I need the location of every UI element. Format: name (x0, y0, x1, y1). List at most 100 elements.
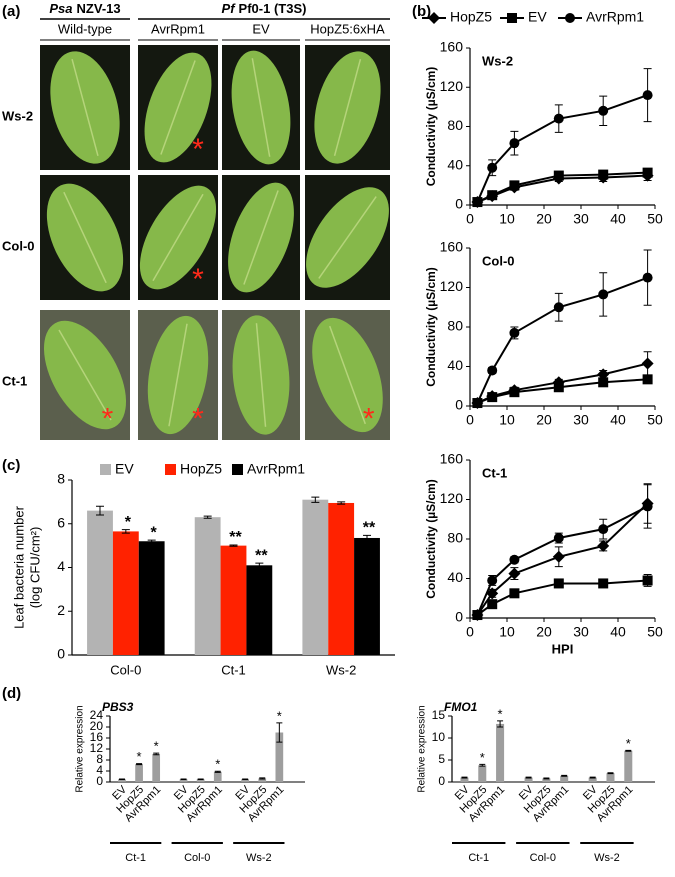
leaf-vein (318, 196, 377, 279)
bar (275, 732, 284, 782)
panel-label: (c) (2, 457, 20, 474)
y-tick-label: 0 (96, 774, 103, 788)
bar (246, 565, 273, 655)
marker (472, 398, 483, 409)
group-header-italic: Psa (49, 1, 72, 16)
marker (509, 588, 520, 599)
x-tick-label: 0 (466, 624, 474, 640)
marker (487, 365, 498, 376)
error-bar (561, 774, 568, 777)
marker (487, 162, 498, 173)
bar (302, 499, 329, 655)
bar (241, 779, 249, 782)
marker (642, 167, 653, 178)
marker (487, 190, 498, 201)
legend-label: EV (115, 461, 134, 477)
marker (509, 180, 520, 191)
y-tick-label: 160 (440, 239, 464, 255)
marker (552, 550, 565, 563)
legend-label: AvrRpm1 (247, 461, 305, 477)
asterisk: * (192, 263, 204, 296)
y-tick-label: 80 (447, 530, 463, 546)
error-bar (197, 778, 204, 781)
y-tick-label: 5 (438, 752, 445, 766)
x-tick-label: 0 (466, 412, 474, 428)
marker (598, 578, 609, 589)
significance: ** (229, 529, 242, 546)
error-bar (242, 778, 249, 781)
chart-title: FMO1 (444, 700, 478, 714)
marker (642, 272, 653, 283)
bar (328, 502, 355, 655)
leaf-vein (152, 193, 204, 282)
bar (179, 779, 188, 782)
y-axis-label: Relative expression (75, 705, 86, 792)
y-tick-label: 80 (447, 318, 463, 334)
y-tick-label: 160 (440, 39, 464, 55)
x-tick-label: 10 (499, 624, 515, 640)
significance: * (137, 749, 142, 764)
bar (460, 777, 469, 782)
y-tick-label: 40 (447, 156, 463, 172)
legend-marker (565, 13, 575, 23)
bar (118, 779, 126, 782)
marker (553, 533, 564, 544)
bar (87, 510, 113, 655)
error-bar (589, 776, 596, 779)
series-line (476, 276, 648, 404)
x-tick-label: 30 (573, 624, 589, 640)
x-tick-label: 50 (647, 624, 663, 640)
y-tick-label: 0 (455, 397, 463, 413)
y-axis-label: Conductivity (µS/cm) (424, 67, 438, 187)
leaf-vein (251, 58, 271, 157)
marker (553, 113, 564, 124)
error-bar (543, 777, 550, 780)
y-tick-label: 4 (57, 558, 65, 574)
column-header: Wild-type (58, 21, 112, 36)
marker (598, 169, 609, 180)
legend-swatch (165, 464, 176, 475)
chart-title: PBS3 (102, 700, 134, 714)
y-tick-label: 8 (57, 471, 65, 487)
bar (138, 541, 165, 655)
row-label: Ct-1 (2, 373, 27, 388)
y-tick-label: 24 (90, 708, 104, 722)
x-tick-label: 0 (466, 211, 474, 227)
panel-label: (b) (412, 3, 431, 20)
marker (509, 327, 520, 338)
leaf-vein (71, 59, 99, 156)
panel-label: (a) (2, 3, 20, 20)
error-bar (180, 778, 187, 781)
bar (112, 531, 139, 655)
legend-marker (507, 13, 517, 23)
x-tick-label: 20 (536, 211, 552, 227)
series-line (476, 505, 649, 616)
bar (213, 771, 222, 782)
bar (606, 773, 615, 782)
marker (553, 170, 564, 181)
group-label: Ws-2 (246, 852, 272, 864)
bar (152, 753, 161, 782)
x-tick-label: 40 (610, 211, 626, 227)
y-tick-label: 16 (90, 730, 104, 744)
error-bar (479, 763, 486, 767)
marker (472, 610, 483, 621)
x-tick-label: 50 (647, 412, 663, 428)
group-header: Pf Pf0-1 (T3S) (222, 1, 307, 16)
row-label: Ws-2 (2, 108, 33, 123)
x-tick-label: 10 (499, 211, 515, 227)
group-header-text: NZV-13 (77, 1, 121, 16)
leaf-vein (168, 323, 188, 427)
y-tick-label: 15 (432, 708, 446, 722)
chart-title: Ws-2 (482, 53, 513, 68)
marker (641, 357, 654, 370)
group-label: Ws-2 (594, 852, 620, 864)
marker (642, 374, 653, 385)
x-tick-label: 30 (573, 412, 589, 428)
marker (487, 392, 498, 403)
panel-label: (d) (2, 685, 21, 702)
y-tick-label: 4 (96, 763, 103, 777)
column-header: AvrRpm1 (151, 21, 205, 36)
x-tick-label: Ws-2 (326, 662, 356, 677)
significance: ** (363, 520, 376, 537)
